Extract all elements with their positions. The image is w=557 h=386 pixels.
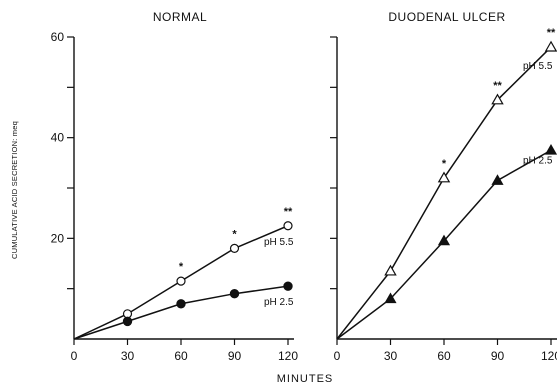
data-point [384,292,397,304]
data-point [544,144,557,155]
y-axis-title: CUMULATIVE ACID SECRETION: meq [10,121,19,259]
x-tick-label: 60 [174,349,188,363]
series-ph-5-5: ****pH 5.5 [73,206,294,340]
significance-marker: ** [284,206,293,218]
x-tick-label: 30 [384,349,398,363]
panel-title: NORMAL [153,10,207,24]
significance-marker: ** [547,27,556,39]
x-tick-label: 90 [228,349,242,363]
x-tick-label: 30 [121,349,135,363]
significance-marker: * [442,158,447,170]
x-tick-label: 120 [278,349,298,363]
data-point [283,221,293,231]
series-ph-2-5: pH 2.5 [336,144,557,340]
data-point [176,299,186,309]
data-point [384,264,397,276]
x-tick-label: 120 [541,349,557,363]
x-tick-label: 90 [491,349,505,363]
series-ph-5-5: *****pH 5.5 [336,27,557,340]
x-tick-label: 60 [437,349,451,363]
y-tick-label: 20 [51,231,65,245]
data-point [544,40,557,52]
data-point [229,243,240,253]
data-point [437,234,451,246]
x-tick-label: 0 [334,349,341,363]
data-point [283,281,293,291]
series-label: pH 2.5 [264,297,294,308]
data-point [491,174,504,185]
series-label: pH 5.5 [264,237,294,248]
significance-marker: ** [493,80,502,92]
series-line [336,46,552,340]
data-point [122,309,133,319]
significance-marker: * [232,228,237,240]
data-point [491,93,504,105]
y-tick-label: 60 [51,30,65,44]
panel-duodenal-ulcer: DUODENAL ULCER0306090120*****pH 5.5pH 2.… [330,10,557,363]
panel-title: DUODENAL ULCER [388,10,505,24]
data-point [176,276,186,286]
series-label: pH 5.5 [523,61,553,72]
data-point [229,289,240,299]
x-axis-title: MINUTES [277,373,334,385]
data-point [437,171,451,183]
significance-marker: * [179,261,184,273]
series-ph-2-5: pH 2.5 [73,281,294,340]
data-point [122,316,133,327]
series-line [73,285,289,340]
series-label: pH 2.5 [523,155,553,166]
x-tick-label: 0 [71,349,78,363]
y-tick-label: 40 [51,131,65,145]
